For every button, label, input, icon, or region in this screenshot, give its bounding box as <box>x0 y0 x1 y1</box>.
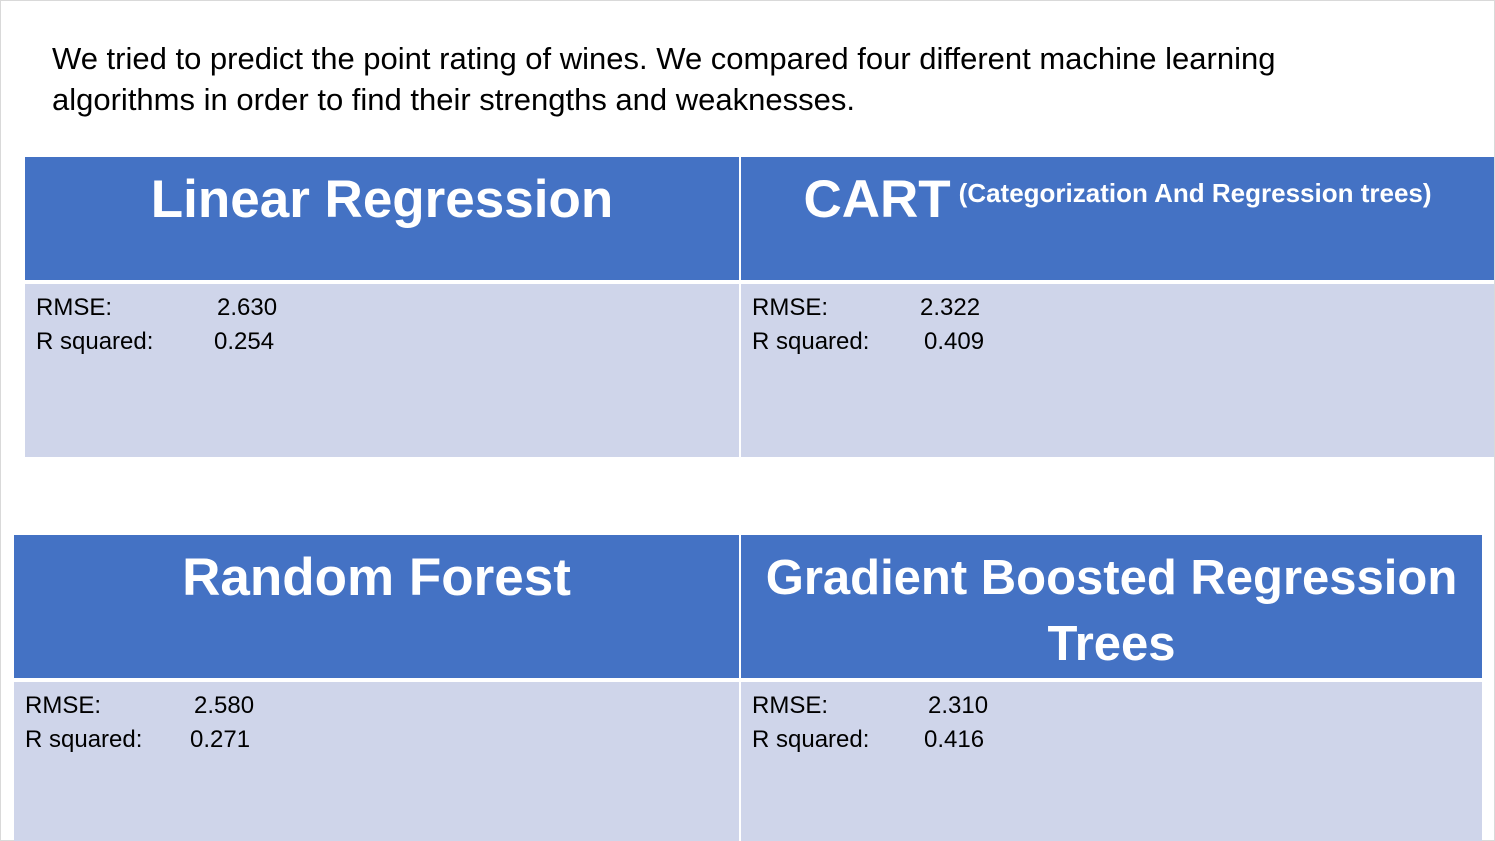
model-metrics-cart: RMSE: 2.322 R squared: 0.409 <box>741 284 1494 457</box>
r2-value: 0.271 <box>190 726 251 753</box>
r2-label: R squared: <box>752 328 870 355</box>
models-table-bottom: Random Forest Gradient Boosted Regressio… <box>14 535 1482 841</box>
r2-row: R squared: 0.271 <box>25 723 728 757</box>
model-metrics-gradient-boosted: RMSE: 2.310 R squared: 0.416 <box>741 682 1482 841</box>
rmse-row: RMSE: 2.310 <box>752 689 1471 723</box>
r2-row: R squared: 0.416 <box>752 723 1471 757</box>
model-header-linear-regression: Linear Regression <box>25 157 739 280</box>
r2-row: R squared: 0.254 <box>36 325 728 359</box>
rmse-row: RMSE: 2.630 <box>36 291 728 325</box>
model-subtitle: (Categorization And Regression trees) <box>958 178 1432 208</box>
r2-value: 0.254 <box>214 328 275 355</box>
model-header-gradient-boosted: Gradient Boosted Regression Trees <box>741 535 1482 678</box>
model-title: CART <box>803 170 951 229</box>
intro-text: We tried to predict the point rating of … <box>52 41 1276 117</box>
model-title: Gradient Boosted Regression Trees <box>765 551 1458 671</box>
rmse-row: RMSE: 2.580 <box>25 689 728 723</box>
r2-label: R squared: <box>752 726 870 753</box>
r2-label: R squared: <box>25 726 143 753</box>
model-title: Random Forest <box>182 548 571 607</box>
rmse-value: 2.580 <box>194 692 255 719</box>
r2-value: 0.416 <box>924 726 985 753</box>
r2-label: R squared: <box>36 328 154 355</box>
model-metrics-random-forest: RMSE: 2.580 R squared: 0.271 <box>14 682 739 841</box>
r2-row: R squared: 0.409 <box>752 325 1483 359</box>
rmse-value: 2.630 <box>217 294 278 321</box>
model-header-random-forest: Random Forest <box>14 535 739 678</box>
model-header-cart: CART (Categorization And Regression tree… <box>741 157 1494 280</box>
rmse-row: RMSE: 2.322 <box>752 291 1483 325</box>
r2-value: 0.409 <box>924 328 985 355</box>
rmse-value: 2.310 <box>928 692 989 719</box>
rmse-label: RMSE: <box>36 294 113 321</box>
models-table-top: Linear Regression CART (Categorization A… <box>25 157 1494 457</box>
rmse-label: RMSE: <box>752 692 829 719</box>
rmse-label: RMSE: <box>25 692 102 719</box>
model-metrics-linear-regression: RMSE: 2.630 R squared: 0.254 <box>25 284 739 457</box>
rmse-value: 2.322 <box>920 294 981 321</box>
model-title: Linear Regression <box>150 170 614 229</box>
rmse-label: RMSE: <box>752 294 829 321</box>
